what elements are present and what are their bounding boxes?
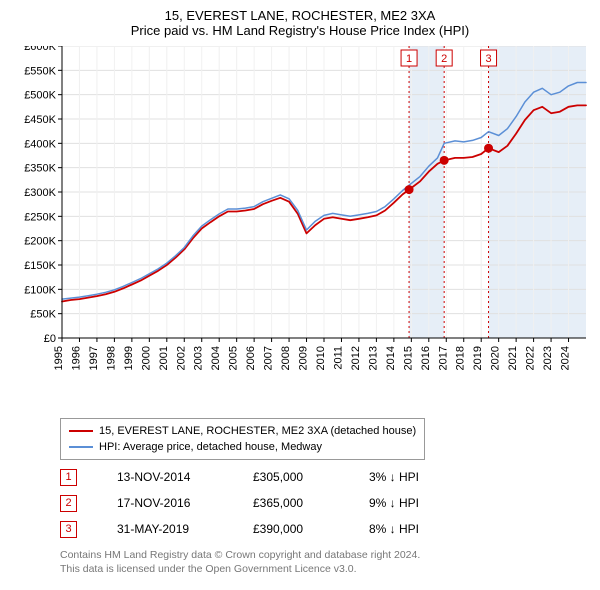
sale-delta: 3% ↓ HPI bbox=[369, 470, 449, 484]
sale-delta: 9% ↓ HPI bbox=[369, 496, 449, 510]
svg-text:2011: 2011 bbox=[332, 346, 344, 370]
svg-text:1998: 1998 bbox=[105, 346, 117, 370]
svg-text:1: 1 bbox=[406, 53, 412, 65]
svg-text:2016: 2016 bbox=[420, 346, 432, 370]
sale-marker-badge: 2 bbox=[60, 495, 77, 512]
page-subtitle: Price paid vs. HM Land Registry's House … bbox=[0, 23, 600, 44]
svg-text:2019: 2019 bbox=[472, 346, 484, 370]
svg-text:£200K: £200K bbox=[24, 236, 56, 248]
sale-marker-row: 1 13-NOV-2014 £305,000 3% ↓ HPI bbox=[60, 464, 449, 490]
page-title: 15, EVEREST LANE, ROCHESTER, ME2 3XA bbox=[0, 0, 600, 23]
svg-text:2012: 2012 bbox=[350, 346, 362, 370]
svg-text:2004: 2004 bbox=[210, 346, 222, 370]
svg-text:2009: 2009 bbox=[298, 346, 310, 370]
legend-item: HPI: Average price, detached house, Medw… bbox=[69, 439, 416, 455]
svg-text:2024: 2024 bbox=[560, 346, 572, 370]
sale-price: £365,000 bbox=[253, 496, 333, 510]
svg-text:2001: 2001 bbox=[158, 346, 170, 370]
svg-text:1999: 1999 bbox=[123, 346, 135, 370]
svg-text:£300K: £300K bbox=[24, 187, 56, 199]
svg-text:£450K: £450K bbox=[24, 114, 56, 126]
footer-line-2: This data is licensed under the Open Gov… bbox=[60, 562, 580, 576]
svg-text:£500K: £500K bbox=[24, 90, 56, 102]
svg-text:1997: 1997 bbox=[88, 346, 100, 370]
legend-label: 15, EVEREST LANE, ROCHESTER, ME2 3XA (de… bbox=[99, 423, 416, 439]
sale-price: £390,000 bbox=[253, 522, 333, 536]
svg-text:2006: 2006 bbox=[245, 346, 257, 370]
sale-delta: 8% ↓ HPI bbox=[369, 522, 449, 536]
svg-text:2003: 2003 bbox=[193, 346, 205, 370]
svg-text:2015: 2015 bbox=[402, 346, 414, 370]
svg-text:£550K: £550K bbox=[24, 65, 56, 77]
svg-text:£50K: £50K bbox=[30, 309, 56, 321]
svg-text:2020: 2020 bbox=[490, 346, 502, 370]
svg-text:3: 3 bbox=[485, 53, 491, 65]
sale-marker-table: 1 13-NOV-2014 £305,000 3% ↓ HPI 2 17-NOV… bbox=[60, 464, 449, 542]
svg-text:1995: 1995 bbox=[53, 346, 65, 370]
sale-marker-row: 3 31-MAY-2019 £390,000 8% ↓ HPI bbox=[60, 516, 449, 542]
footer: Contains HM Land Registry data © Crown c… bbox=[60, 548, 580, 576]
svg-text:2013: 2013 bbox=[367, 346, 379, 370]
sale-price: £305,000 bbox=[253, 470, 333, 484]
svg-text:2021: 2021 bbox=[507, 346, 519, 370]
svg-text:2022: 2022 bbox=[525, 346, 537, 370]
svg-text:2010: 2010 bbox=[315, 346, 327, 370]
svg-text:£250K: £250K bbox=[24, 211, 56, 223]
svg-text:£150K: £150K bbox=[24, 260, 56, 272]
legend-swatch bbox=[69, 430, 93, 432]
svg-text:2017: 2017 bbox=[437, 346, 449, 370]
svg-text:£100K: £100K bbox=[24, 284, 56, 296]
footer-line-1: Contains HM Land Registry data © Crown c… bbox=[60, 548, 580, 562]
legend-swatch bbox=[69, 446, 93, 448]
svg-text:2018: 2018 bbox=[455, 346, 467, 370]
svg-text:£0: £0 bbox=[44, 333, 56, 345]
svg-text:2002: 2002 bbox=[175, 346, 187, 370]
svg-text:2000: 2000 bbox=[140, 346, 152, 370]
legend-label: HPI: Average price, detached house, Medw… bbox=[99, 439, 322, 455]
svg-text:£400K: £400K bbox=[24, 138, 56, 150]
svg-text:1996: 1996 bbox=[70, 346, 82, 370]
svg-text:£350K: £350K bbox=[24, 163, 56, 175]
sale-marker-badge: 3 bbox=[60, 521, 77, 538]
svg-text:2005: 2005 bbox=[228, 346, 240, 370]
legend: 15, EVEREST LANE, ROCHESTER, ME2 3XA (de… bbox=[60, 418, 425, 460]
legend-item: 15, EVEREST LANE, ROCHESTER, ME2 3XA (de… bbox=[69, 423, 416, 439]
sale-date: 17-NOV-2016 bbox=[117, 496, 217, 510]
sale-marker-row: 2 17-NOV-2016 £365,000 9% ↓ HPI bbox=[60, 490, 449, 516]
chart-svg: £0 £50K £100K £150K £200K £250K £300K £350K £400… bbox=[10, 46, 590, 376]
price-chart: £0 £50K £100K £150K £200K £250K £300K £350K £400… bbox=[10, 46, 590, 376]
svg-text:2023: 2023 bbox=[542, 346, 554, 370]
svg-text:2014: 2014 bbox=[385, 346, 397, 370]
svg-text:2007: 2007 bbox=[263, 346, 275, 370]
sale-date: 13-NOV-2014 bbox=[117, 470, 217, 484]
svg-text:2008: 2008 bbox=[280, 346, 292, 370]
sale-date: 31-MAY-2019 bbox=[117, 522, 217, 536]
sale-marker-badge: 1 bbox=[60, 469, 77, 486]
svg-text:£600K: £600K bbox=[24, 46, 56, 53]
svg-text:2: 2 bbox=[441, 53, 447, 65]
